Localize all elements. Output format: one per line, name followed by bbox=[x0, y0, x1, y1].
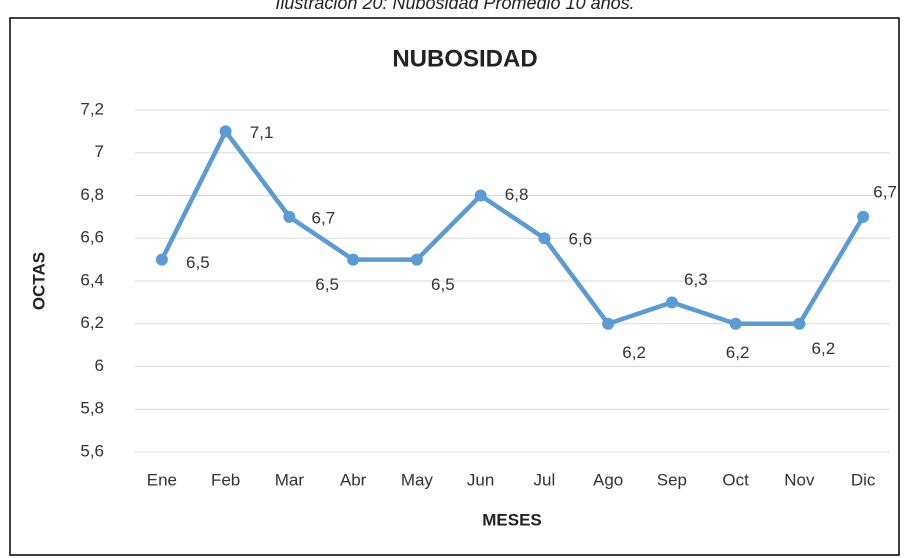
y-tick-label: 6,8 bbox=[80, 185, 104, 204]
x-tick-label: Abr bbox=[340, 470, 367, 489]
y-tick-label: 6,4 bbox=[80, 270, 104, 289]
data-point bbox=[155, 253, 168, 266]
x-tick-label: Ago bbox=[593, 470, 623, 489]
x-tick-label: May bbox=[401, 470, 434, 489]
x-tick-label: Sep bbox=[657, 470, 687, 489]
chart-title: NUBOSIDAD bbox=[392, 45, 537, 72]
x-tick-label: Mar bbox=[275, 470, 305, 489]
x-tick-label: Nov bbox=[784, 470, 815, 489]
x-tick-label: Feb bbox=[211, 470, 240, 489]
chart-border bbox=[9, 17, 900, 556]
data-point bbox=[665, 296, 678, 309]
x-axis-label: MESES bbox=[482, 510, 542, 529]
y-tick-label: 5,6 bbox=[80, 441, 104, 460]
data-label: 6,5 bbox=[431, 275, 455, 294]
data-label: 6,6 bbox=[569, 230, 593, 249]
data-point bbox=[857, 210, 870, 223]
y-tick-label: 6 bbox=[95, 356, 104, 375]
data-point bbox=[538, 232, 551, 245]
y-axis-label: OCTAS bbox=[29, 252, 48, 310]
x-tick-label: Oct bbox=[722, 470, 749, 489]
data-point bbox=[474, 189, 487, 202]
y-tick-label: 6,6 bbox=[80, 228, 104, 247]
data-point bbox=[283, 210, 296, 223]
data-label: 6,7 bbox=[312, 208, 336, 227]
y-tick-label: 5,8 bbox=[80, 399, 104, 418]
data-label: 6,5 bbox=[186, 253, 210, 272]
y-tick-label: 7,2 bbox=[80, 99, 104, 118]
x-tick-label: Ene bbox=[147, 470, 177, 489]
x-tick-label: Jun bbox=[467, 470, 494, 489]
data-label: 6,8 bbox=[505, 185, 529, 204]
caption: Ilustración 20: Nubosidad Promedio 10 añ… bbox=[275, 0, 634, 13]
data-point bbox=[219, 125, 232, 138]
data-label: 6,2 bbox=[622, 343, 646, 362]
x-tick-label: Jul bbox=[534, 470, 556, 489]
data-point bbox=[410, 253, 423, 266]
data-point bbox=[729, 317, 742, 330]
data-label: 6,2 bbox=[726, 343, 750, 362]
data-label: 6,2 bbox=[812, 339, 836, 358]
data-point bbox=[793, 317, 806, 330]
data-label: 6,5 bbox=[315, 275, 339, 294]
data-label: 6,7 bbox=[873, 182, 897, 201]
y-tick-label: 7 bbox=[95, 142, 104, 161]
data-point bbox=[602, 317, 615, 330]
y-tick-label: 6,2 bbox=[80, 313, 104, 332]
data-point bbox=[347, 253, 360, 266]
data-label: 6,3 bbox=[684, 270, 708, 289]
data-label: 7,1 bbox=[250, 123, 274, 142]
data-line bbox=[159, 129, 866, 326]
x-tick-label: Dic bbox=[851, 470, 876, 489]
